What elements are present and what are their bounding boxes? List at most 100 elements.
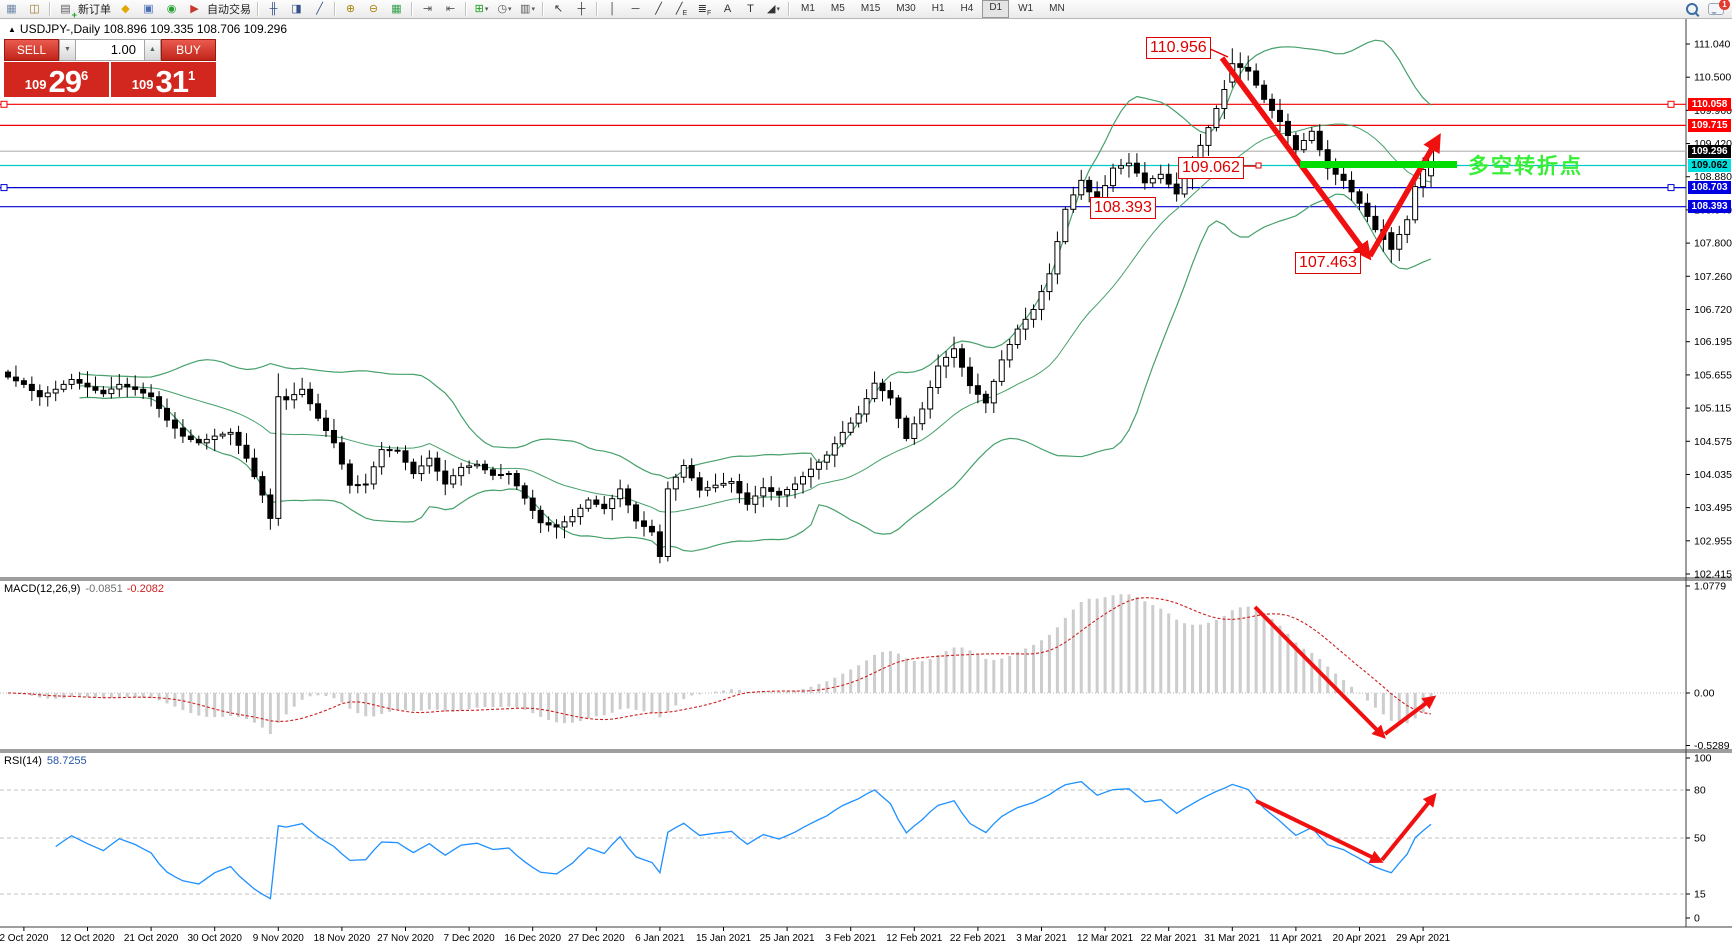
- toolbar-text-label-icon[interactable]: T: [747, 3, 754, 15]
- toolbar-zoom-in-icon[interactable]: ⊕: [345, 3, 356, 15]
- sell-price-pip: 6: [80, 68, 89, 83]
- svg-text:18 Nov 2020: 18 Nov 2020: [314, 933, 371, 944]
- volume-input[interactable]: 1.00: [76, 39, 144, 61]
- toolbar-template-icon[interactable]: ▥ ▾: [520, 3, 535, 15]
- toolbar-shapes-icon[interactable]: ◢ ▾: [767, 3, 780, 15]
- level-price-badge: 108.703: [1688, 181, 1731, 194]
- timeframe-h1[interactable]: H1: [931, 3, 945, 14]
- svg-text:12 Feb 2021: 12 Feb 2021: [886, 933, 943, 944]
- timeframe-m30[interactable]: M30: [896, 3, 916, 14]
- toolbar-vertical-line-icon[interactable]: │: [609, 3, 616, 15]
- buy-price-big: 31: [155, 64, 188, 99]
- timeframe-m5[interactable]: M5: [830, 3, 845, 14]
- svg-text:3 Feb 2021: 3 Feb 2021: [825, 933, 876, 944]
- toolbar-trendline-icon[interactable]: ╱: [655, 3, 662, 15]
- toolbar-equidistant-channel-icon[interactable]: ╱ E: [675, 3, 688, 17]
- toolbar-horizontal-line-icon[interactable]: ─: [631, 3, 640, 15]
- svg-text:108.880: 108.880: [1694, 171, 1732, 183]
- annotation-low-label[interactable]: 107.463: [1295, 252, 1361, 274]
- chat-icon[interactable]: 1: [1708, 0, 1730, 15]
- sell-price-big: 29: [48, 64, 81, 99]
- toolbar-separator: [596, 2, 598, 16]
- svg-text:2 Oct 2020: 2 Oct 2020: [0, 933, 49, 944]
- toolbar-autotrading-icon-label[interactable]: 自动交易: [207, 4, 251, 16]
- svg-text:29 Apr 2021: 29 Apr 2021: [1396, 933, 1450, 944]
- svg-text:0: 0: [1694, 913, 1700, 925]
- toolbar-chart-search-icon[interactable]: ◫: [29, 3, 40, 15]
- toolbar-autotrading-icon[interactable]: ▶: [190, 3, 199, 15]
- toolbar-text-icon[interactable]: A: [723, 3, 732, 15]
- timeframe-m15[interactable]: M15: [860, 3, 881, 14]
- volume-decrease-button[interactable]: ▼: [59, 39, 76, 61]
- svg-text:104.575: 104.575: [1694, 436, 1732, 448]
- volume-increase-button[interactable]: ▲: [144, 39, 161, 61]
- toolbar-cursor-icon[interactable]: ↖: [553, 3, 564, 15]
- svg-text:15 Jan 2021: 15 Jan 2021: [696, 933, 751, 944]
- svg-text:111.040: 111.040: [1694, 39, 1731, 51]
- turning-point-text[interactable]: 多空转折点: [1468, 155, 1583, 178]
- sell-button[interactable]: SELL: [4, 39, 59, 61]
- one-click-trading-panel: SELL ▼ 1.00 ▲ BUY 109 29 6 109 31 1: [4, 39, 218, 97]
- toolbar-new-order-icon[interactable]: ▤ +: [60, 3, 77, 20]
- svg-text:11 Apr 2021: 11 Apr 2021: [1269, 933, 1323, 944]
- toolbar-new-order-icon-label[interactable]: 新订单: [78, 4, 111, 16]
- svg-text:50: 50: [1694, 833, 1706, 845]
- svg-text:21 Oct 2020: 21 Oct 2020: [124, 933, 179, 944]
- svg-text:105.115: 105.115: [1694, 403, 1731, 415]
- macd-main-value: -0.0851: [85, 583, 123, 595]
- toolbar-line-chart-icon[interactable]: ╱: [316, 3, 323, 15]
- svg-text:80: 80: [1694, 785, 1706, 797]
- toolbar-separator: [257, 2, 259, 16]
- timeframe-m1[interactable]: M1: [801, 3, 815, 14]
- sell-price[interactable]: 109 29 6: [4, 62, 109, 97]
- timeframe-w1[interactable]: W1: [1018, 3, 1034, 14]
- toolbar-tile-windows-icon[interactable]: ▦: [391, 3, 402, 15]
- svg-text:107.800: 107.800: [1694, 238, 1732, 250]
- svg-text:22 Mar 2021: 22 Mar 2021: [1141, 933, 1198, 944]
- collapse-icon[interactable]: ▲: [8, 25, 16, 34]
- annotation-support-label[interactable]: 108.393: [1090, 197, 1156, 219]
- toolbar-auto-scroll-icon[interactable]: ⇥: [422, 3, 433, 15]
- sell-price-figure: 109: [24, 77, 47, 92]
- svg-text:9 Nov 2020: 9 Nov 2020: [253, 933, 305, 944]
- symbol-ohlc-text: USDJPY-,Daily 108.896 109.335 108.706 10…: [19, 22, 288, 36]
- rsi-value: 58.7255: [46, 755, 87, 767]
- svg-text:102.955: 102.955: [1694, 535, 1732, 547]
- timeframe-mn[interactable]: MN: [1049, 3, 1065, 14]
- timeframe-h4[interactable]: H4: [960, 3, 974, 14]
- toolbar-separator: [465, 2, 467, 16]
- toolbar-separator: [542, 2, 544, 16]
- toolbar-fibonacci-icon[interactable]: ≣ F: [697, 3, 712, 17]
- toolbar-period-icon[interactable]: ◷ ▾: [497, 3, 512, 15]
- toolbar-add-indicator-icon[interactable]: ⊞ ▾: [474, 3, 489, 15]
- buy-price[interactable]: 109 31 1: [111, 62, 216, 97]
- svg-text:30 Oct 2020: 30 Oct 2020: [187, 933, 242, 944]
- toolbar-signals-icon[interactable]: ◉: [166, 3, 177, 15]
- svg-text:27 Nov 2020: 27 Nov 2020: [377, 933, 434, 944]
- toolbar-deposit-icon[interactable]: ◆: [121, 3, 130, 15]
- svg-text:107.260: 107.260: [1694, 271, 1732, 283]
- toolbar-bar-chart-icon[interactable]: ╫: [269, 3, 278, 15]
- annotation-pivot-label[interactable]: 109.062: [1178, 157, 1244, 179]
- svg-text:100: 100: [1694, 753, 1712, 765]
- timeframe-d1[interactable]: D1: [982, 0, 1010, 18]
- level-price-badge: 109.715: [1688, 119, 1731, 132]
- toolbar-separator: [788, 2, 790, 16]
- toolbar-profile-window-icon[interactable]: ▦: [6, 3, 17, 15]
- turning-point-bar[interactable]: [1300, 161, 1457, 168]
- search-icon[interactable]: [1686, 3, 1698, 15]
- toolbar-zoom-out-icon[interactable]: ⊖: [368, 3, 379, 15]
- svg-text:106.195: 106.195: [1694, 336, 1732, 348]
- macd-name: MACD(12,26,9): [4, 583, 81, 595]
- toolbar-crosshair-icon[interactable]: ┼: [577, 3, 586, 15]
- toolbar-candle-chart-icon[interactable]: ◨: [291, 3, 302, 15]
- toolbar-separator: [49, 2, 51, 16]
- svg-text:103.495: 103.495: [1694, 502, 1732, 514]
- svg-text:12 Oct 2020: 12 Oct 2020: [60, 933, 115, 944]
- toolbar-chart-shift-icon[interactable]: ⇤: [445, 3, 456, 15]
- buy-button[interactable]: BUY: [161, 39, 216, 61]
- toolbar-webterminal-icon[interactable]: ▣: [143, 3, 154, 15]
- annotation-high-label[interactable]: 110.956: [1146, 37, 1211, 59]
